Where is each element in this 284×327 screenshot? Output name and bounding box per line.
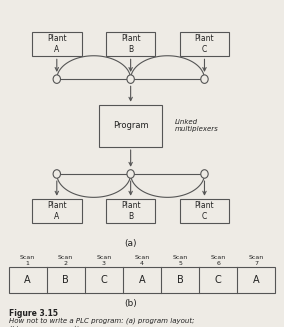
Text: Scan
7: Scan 7 [249,255,264,266]
Text: Plant
A: Plant A [47,201,67,221]
Text: How not to write a PLC program: (a) program layout;
(b) program operation: How not to write a PLC program: (a) prog… [9,318,194,327]
Text: B: B [62,275,69,284]
Text: C: C [215,275,222,284]
FancyBboxPatch shape [99,105,162,147]
Text: A: A [253,275,260,284]
Text: Scan
6: Scan 6 [211,255,226,266]
FancyBboxPatch shape [179,198,229,223]
Text: Plant
B: Plant B [121,201,141,221]
Text: Figure 3.15: Figure 3.15 [9,309,58,318]
Circle shape [53,75,60,83]
Text: C: C [101,275,107,284]
Text: A: A [139,275,145,284]
Text: Plant
C: Plant C [195,34,214,54]
FancyBboxPatch shape [179,32,229,56]
Circle shape [127,170,134,178]
FancyBboxPatch shape [32,198,82,223]
Circle shape [201,75,208,83]
Text: Scan
4: Scan 4 [134,255,150,266]
Text: Scan
3: Scan 3 [96,255,112,266]
Text: Scan
5: Scan 5 [172,255,188,266]
Text: Scan
2: Scan 2 [58,255,73,266]
Text: Plant
A: Plant A [47,34,67,54]
FancyBboxPatch shape [32,32,82,56]
Text: A: A [24,275,31,284]
Circle shape [53,170,60,178]
Text: Plant
C: Plant C [195,201,214,221]
FancyBboxPatch shape [106,198,156,223]
Text: (b): (b) [124,299,137,308]
Text: B: B [177,275,183,284]
Text: Scan
1: Scan 1 [20,255,35,266]
Text: Program: Program [113,121,149,130]
Text: (a): (a) [124,239,137,248]
Text: Linked
multiplexers: Linked multiplexers [175,119,218,132]
Circle shape [127,75,134,83]
Text: Plant
B: Plant B [121,34,141,54]
Bar [9,267,275,293]
Circle shape [201,170,208,178]
FancyBboxPatch shape [106,32,156,56]
